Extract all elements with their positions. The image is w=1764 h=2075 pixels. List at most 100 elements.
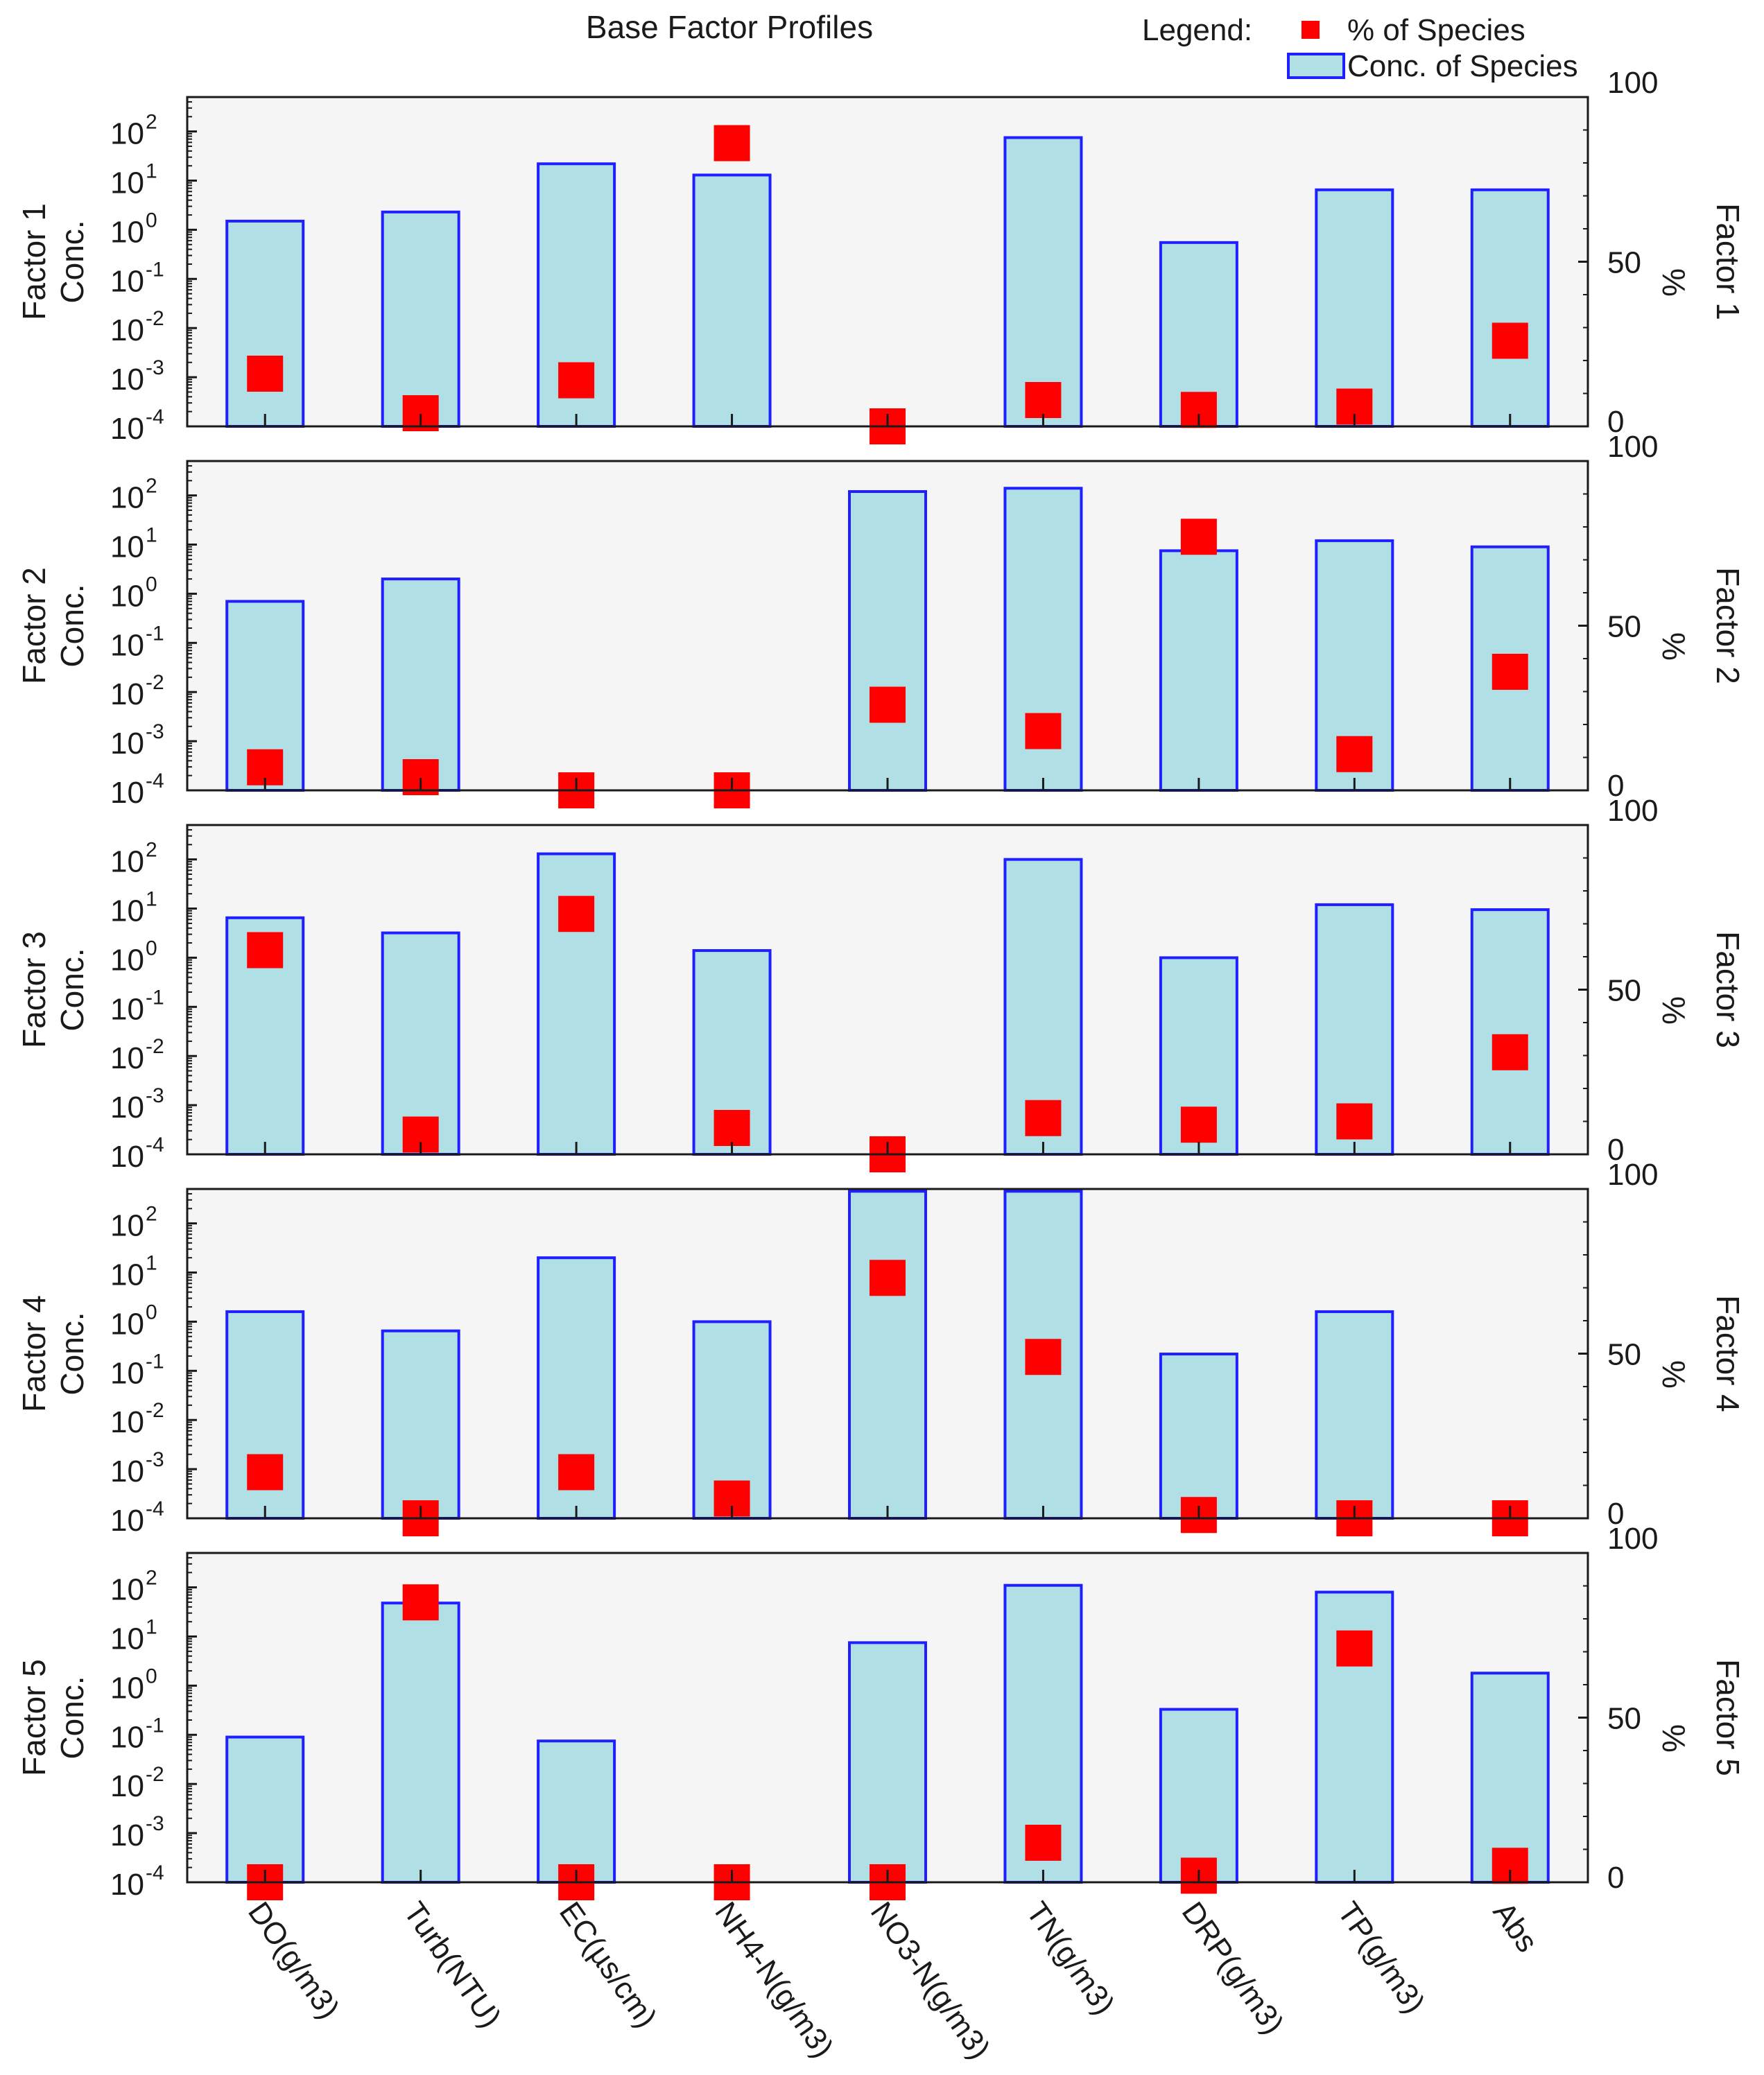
chart-title: Base Factor Profiles <box>586 9 873 45</box>
right-axis-unit-label: % <box>1656 1360 1692 1389</box>
left-tick-exponent: -3 <box>146 1812 164 1835</box>
right-tick-label: 50 <box>1607 1702 1641 1736</box>
left-tick-label: 10 <box>110 412 144 446</box>
left-tick-label: 10 <box>110 776 144 810</box>
conc-bar <box>537 1739 616 1884</box>
left-tick-label: 10 <box>110 264 144 298</box>
percent-marker <box>1025 713 1062 749</box>
conc-bar <box>848 1641 927 1884</box>
conc-bar <box>1159 1708 1238 1884</box>
legend-conc-label: Conc. of Species <box>1347 49 1578 83</box>
left-tick-exponent: -4 <box>146 406 164 428</box>
percent-marker <box>1491 1034 1528 1070</box>
left-tick-label: 10 <box>110 579 144 613</box>
right-tick-label: 100 <box>1607 1522 1658 1556</box>
conc-bar <box>381 210 460 428</box>
left-axis-unit-label: Conc. <box>54 1676 90 1759</box>
right-tick-label: 100 <box>1607 430 1658 464</box>
left-tick-label: 10 <box>110 1041 144 1075</box>
left-tick-label: 10 <box>110 363 144 397</box>
right-axis-label: Factor 2 <box>1710 567 1746 684</box>
conc-bar <box>848 490 927 792</box>
left-tick-exponent: 1 <box>146 1616 157 1639</box>
right-tick-label: 50 <box>1607 246 1641 280</box>
left-tick-label: 10 <box>110 1818 144 1852</box>
left-tick-exponent: 0 <box>146 573 157 596</box>
left-tick-label: 10 <box>110 1091 144 1125</box>
left-tick-label: 10 <box>110 1307 144 1341</box>
left-tick-exponent: -2 <box>146 671 164 694</box>
conc-bar <box>1315 1310 1394 1520</box>
right-tick-label: 50 <box>1607 610 1641 644</box>
legend: Legend: % of Species Conc. of Species <box>1142 13 1578 83</box>
left-tick-exponent: -1 <box>146 622 164 645</box>
right-tick-label: 50 <box>1607 1338 1641 1372</box>
left-tick-exponent: -4 <box>146 1497 164 1520</box>
left-tick-exponent: -2 <box>146 1035 164 1058</box>
left-tick-exponent: -1 <box>146 258 164 281</box>
left-tick-exponent: 1 <box>146 160 157 183</box>
category-label: TP(g/m3) <box>1331 1896 1431 2020</box>
percent-marker <box>1025 382 1062 418</box>
left-tick-exponent: 2 <box>146 475 157 498</box>
conc-bar <box>381 1329 460 1520</box>
left-tick-exponent: 2 <box>146 1203 157 1226</box>
percent-marker <box>870 1260 906 1296</box>
left-tick-label: 10 <box>110 992 144 1026</box>
left-tick-exponent: -2 <box>146 1763 164 1786</box>
left-tick-label: 10 <box>110 1573 144 1607</box>
left-tick-exponent: -2 <box>146 1399 164 1422</box>
left-tick-exponent: -1 <box>146 986 164 1009</box>
conc-bar <box>1470 188 1550 428</box>
left-tick-exponent: -4 <box>146 1134 164 1156</box>
left-tick-label: 10 <box>110 1868 144 1902</box>
legend-label: Legend: <box>1142 13 1252 47</box>
left-tick-label: 10 <box>110 1455 144 1488</box>
category-label: Turb(NTU) <box>397 1896 508 2034</box>
legend-conc-swatch <box>1287 53 1345 79</box>
left-tick-label: 10 <box>110 845 144 879</box>
left-tick-exponent: 2 <box>146 111 157 134</box>
left-tick-exponent: 0 <box>146 209 157 232</box>
percent-marker <box>247 356 284 392</box>
percent-marker <box>558 362 595 399</box>
left-tick-exponent: -3 <box>146 1084 164 1107</box>
right-axis-label: Factor 3 <box>1710 931 1746 1048</box>
percent-marker <box>1025 1339 1062 1375</box>
left-tick-exponent: -1 <box>146 1350 164 1373</box>
right-tick-label: 0 <box>1607 1861 1624 1895</box>
left-tick-label: 10 <box>110 1356 144 1390</box>
left-tick-label: 10 <box>110 1769 144 1803</box>
left-axis-label: Factor 5 <box>16 1659 52 1776</box>
left-tick-label: 10 <box>110 1504 144 1538</box>
percent-marker <box>1491 322 1528 359</box>
left-axis-label: Factor 3 <box>16 931 52 1048</box>
category-label: NH4-N(g/m3) <box>708 1896 840 2064</box>
percent-marker <box>1025 1825 1062 1861</box>
right-tick-label: 0 <box>1607 769 1624 803</box>
left-tick-label: 10 <box>110 943 144 977</box>
percent-marker <box>1491 654 1528 690</box>
left-axis-label: Factor 4 <box>16 1295 52 1412</box>
right-tick-label: 0 <box>1607 1497 1624 1531</box>
conc-bar <box>1003 136 1083 428</box>
left-tick-exponent: -4 <box>146 1861 164 1884</box>
left-tick-exponent: -4 <box>146 770 164 792</box>
legend-percent-label: % of Species <box>1347 13 1525 47</box>
right-tick-label: 100 <box>1607 794 1658 828</box>
left-tick-label: 10 <box>110 727 144 761</box>
percent-marker <box>1180 519 1217 555</box>
category-label: EC(µs/cm) <box>553 1896 664 2034</box>
percent-marker <box>870 686 906 723</box>
conc-bar <box>1470 908 1550 1156</box>
left-tick-label: 10 <box>110 1405 144 1439</box>
percent-marker <box>714 125 750 162</box>
left-tick-label: 10 <box>110 1622 144 1656</box>
percent-marker <box>1336 736 1373 772</box>
